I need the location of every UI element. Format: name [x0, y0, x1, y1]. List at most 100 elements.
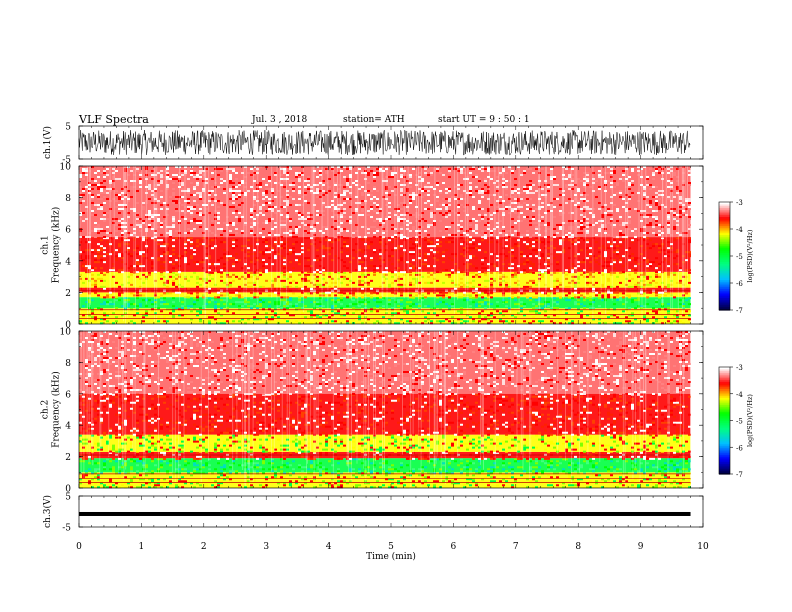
psd-speckle: [79, 308, 679, 325]
psd-speckle: [79, 166, 691, 238]
colorbar-step: [719, 257, 730, 261]
station-label: station= ATH: [343, 115, 405, 125]
colorbar-step: [719, 232, 730, 235]
psd-speckle: [79, 393, 691, 436]
colorbar-step: [719, 420, 730, 423]
colorbar-tick-label: -4: [736, 226, 743, 234]
colorbar-step: [719, 266, 730, 270]
psd-speckle: [79, 472, 691, 489]
axes-layer: [78, 125, 704, 528]
y-tick-label: 4: [65, 257, 71, 267]
colorbar-step: [719, 270, 730, 273]
colorbar-step: [719, 293, 730, 297]
colorbar-step: [719, 447, 730, 450]
colorbar-step: [719, 211, 730, 214]
colorbar-step: [719, 388, 730, 391]
y-tick-label: 10: [60, 328, 72, 338]
x-tick-label: 3: [263, 542, 269, 552]
x-tick-label: 1: [139, 542, 145, 552]
colorbar-step: [719, 379, 730, 382]
date-label: Jul. 3 , 2018: [252, 115, 308, 125]
x-tick-label: 7: [513, 542, 519, 552]
colorbar-step: [719, 381, 730, 384]
psd-speckle: [82, 308, 691, 325]
psd-speckle: [82, 297, 691, 310]
x-tick-label: 10: [697, 542, 709, 552]
colorbar-step: [719, 440, 730, 443]
psd-speckle: [85, 458, 691, 475]
colorbar-step: [719, 274, 730, 277]
colorbar-step: [719, 472, 730, 475]
colorbar-step: [719, 427, 730, 431]
colorbar-step: [719, 299, 730, 302]
y-tick-label: 8: [65, 359, 71, 369]
psd-speckle: [79, 308, 691, 325]
psd-speckle: [79, 271, 682, 288]
panel-frame: [78, 495, 704, 528]
psd-speckle: [79, 472, 685, 489]
colorbar-step: [719, 409, 730, 413]
psd-speckle: [79, 287, 673, 294]
colorbar-step: [719, 416, 730, 420]
colorbar-step: [719, 234, 730, 237]
colorbar-step: [719, 243, 730, 246]
y-tick-label: 5: [65, 123, 71, 133]
sferic-streaks: [80, 331, 691, 488]
colorbar-step: [719, 425, 730, 429]
colorbar-step: [719, 230, 730, 234]
colorbar-step: [719, 445, 730, 448]
colorbar-step: [719, 391, 730, 395]
colorbar-tick-label: -7: [736, 471, 743, 479]
colorbar-step: [719, 441, 730, 445]
colorbar-step: [719, 395, 730, 398]
colorbar-step: [719, 292, 730, 295]
psd-speckle: [79, 166, 691, 238]
colorbar-step: [719, 449, 730, 452]
psd-band: [79, 308, 691, 324]
colorbar-step: [719, 370, 730, 373]
psd-speckle: [79, 287, 667, 294]
y-tick-label: 10: [60, 163, 72, 173]
psd-band: [79, 292, 691, 298]
colorbar-step: [719, 402, 730, 406]
colorbar-step: [719, 268, 730, 271]
colorbar-step: [719, 290, 730, 293]
psd-band: [79, 237, 691, 272]
colorbar-step: [719, 463, 730, 466]
colorbar-step: [719, 422, 730, 425]
colorbar-step: [719, 454, 730, 457]
colorbar-step: [719, 239, 730, 243]
y-axis-label: Frequency (kHz): [51, 371, 62, 448]
psd-speckle: [88, 434, 682, 453]
spectrogram-ch1: [79, 166, 691, 325]
colorbar-step: [719, 202, 730, 205]
colorbar-step: [719, 459, 730, 463]
x-tick-label: 9: [638, 542, 644, 552]
colorbar-tick-label: -5: [736, 253, 743, 261]
colorbar-step: [719, 283, 730, 286]
colorbar-step: [719, 384, 730, 388]
x-tick-label: 2: [201, 542, 207, 552]
colorbar-step: [719, 209, 730, 212]
colorbar-step: [719, 406, 730, 409]
y-tick-label: 0: [65, 321, 71, 331]
colorbar-tick-label: -3: [736, 199, 743, 207]
psd-speckle: [85, 271, 691, 288]
colorbar-step: [719, 225, 730, 228]
y-tick-label: 0: [65, 485, 71, 495]
y-tick-label: 6: [65, 226, 71, 236]
colorbar-step: [719, 247, 730, 250]
psd-speckle: [82, 271, 676, 288]
colorbar-ch2: [718, 366, 733, 475]
colorbar-step: [719, 443, 730, 447]
psd-speckle: [88, 297, 685, 310]
colorbar-tick-label: -4: [736, 391, 743, 399]
colorbar-step: [719, 377, 730, 381]
psd-speckle: [106, 297, 685, 310]
colorbar-step: [719, 452, 730, 455]
colorbar-step: [719, 468, 730, 472]
colorbar-step: [719, 466, 730, 470]
colorbar-step: [719, 367, 730, 370]
colorbar-step: [719, 418, 730, 422]
colorbar-step: [719, 400, 730, 404]
